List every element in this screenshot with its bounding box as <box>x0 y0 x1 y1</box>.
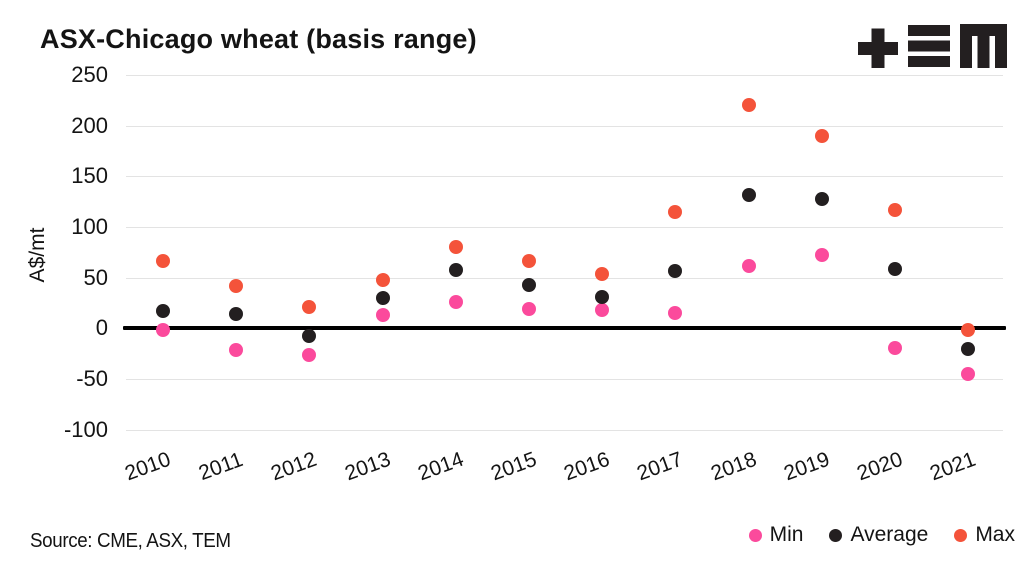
gridline <box>126 277 1003 279</box>
data-point-average <box>814 191 829 206</box>
data-point-max <box>741 98 756 113</box>
gridline <box>126 378 1003 380</box>
data-point-max <box>595 266 610 281</box>
y-tick-label: 150 <box>71 163 108 189</box>
data-point-min <box>668 306 683 321</box>
data-point-max <box>448 240 463 255</box>
data-point-average <box>961 342 976 357</box>
data-point-min <box>302 347 317 362</box>
y-tick-label: -100 <box>63 416 108 442</box>
gridline <box>126 75 1003 76</box>
data-point-average <box>302 329 317 344</box>
data-point-average <box>741 187 756 202</box>
data-point-average <box>156 303 170 318</box>
data-point-max <box>156 254 170 269</box>
x-tick-label: 2020 <box>853 447 906 486</box>
gridline <box>126 429 1003 431</box>
source-note: Source: CME, ASX, TEM <box>30 530 231 552</box>
data-point-average <box>595 289 610 304</box>
data-point-min <box>522 301 536 316</box>
data-point-max <box>668 204 683 219</box>
data-point-min <box>888 341 902 356</box>
y-tick-label: -50 <box>76 365 108 391</box>
x-tick-label: 2010 <box>121 447 174 486</box>
chart-title: ASX-Chicago wheat (basis range) <box>40 24 477 54</box>
y-tick-label: 50 <box>83 264 108 290</box>
data-point-min <box>814 248 829 263</box>
data-point-max <box>888 202 902 217</box>
legend-label: Min <box>769 523 804 546</box>
x-tick-label: 2014 <box>414 447 467 486</box>
legend-label: Max <box>975 523 1015 546</box>
data-point-average <box>522 277 536 292</box>
data-point-min <box>156 323 170 338</box>
legend-item-max: Max <box>954 523 1015 547</box>
y-tick-label: 250 <box>71 62 108 87</box>
x-tick-label: 2017 <box>634 447 687 486</box>
legend-label: Average <box>850 523 929 546</box>
data-point-average <box>668 264 683 279</box>
data-point-max <box>814 128 829 143</box>
data-point-average <box>888 262 902 277</box>
data-point-min <box>741 259 756 274</box>
data-point-max <box>522 254 536 269</box>
data-point-average <box>229 307 244 322</box>
data-point-max <box>302 299 317 314</box>
legend-item-average: Average <box>829 523 928 547</box>
data-point-min <box>448 294 463 309</box>
data-point-min <box>595 302 610 317</box>
x-tick-label: 2013 <box>341 447 394 486</box>
gridline <box>126 226 1003 228</box>
data-point-max <box>229 278 244 293</box>
legend-item-min: Min <box>748 523 804 547</box>
x-tick-label: 2021 <box>927 447 979 486</box>
legend-dot-max <box>954 528 968 542</box>
x-tick-label: 2019 <box>780 447 833 486</box>
y-tick-label: 100 <box>71 213 108 239</box>
gridline <box>126 125 1003 127</box>
tem-logo-icon <box>858 24 1007 69</box>
y-tick-label: 0 <box>95 315 108 341</box>
legend: Min Average Max <box>748 523 1015 547</box>
data-point-min <box>375 308 390 323</box>
legend-dot-average <box>829 528 843 542</box>
y-axis-label: A$/mt <box>26 227 49 283</box>
y-tick-label: 200 <box>71 112 108 138</box>
legend-dot-min <box>748 528 762 542</box>
data-point-min <box>961 366 976 381</box>
x-tick-label: 2012 <box>268 447 321 486</box>
x-tick-label: 2015 <box>487 447 540 486</box>
data-point-average <box>448 263 463 278</box>
data-point-max <box>375 272 390 287</box>
tem-logo <box>858 24 1008 69</box>
x-tick-label: 2011 <box>195 448 247 486</box>
x-tick-label: 2018 <box>707 447 760 486</box>
data-point-max <box>961 323 976 338</box>
gridline <box>126 176 1003 178</box>
data-point-min <box>229 343 244 358</box>
zero-baseline <box>123 326 1006 331</box>
x-tick-label: 2016 <box>561 447 613 486</box>
data-point-average <box>375 290 390 305</box>
